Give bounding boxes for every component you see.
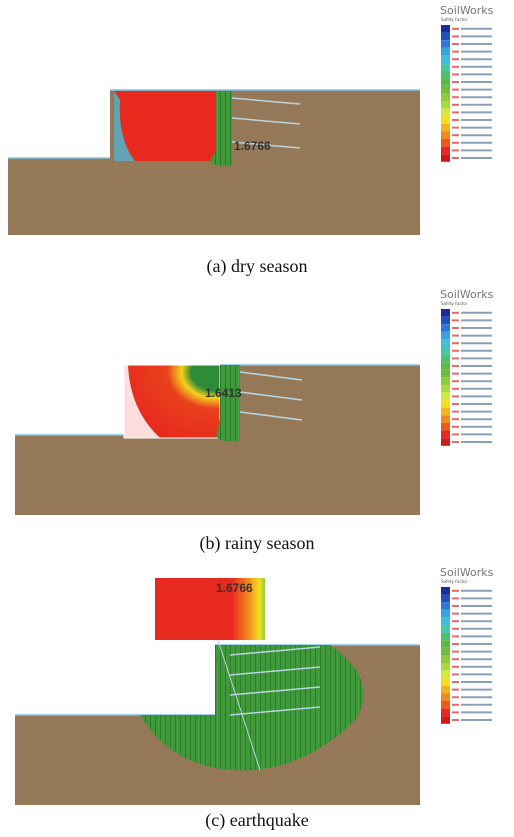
caption: (a) dry season	[207, 256, 308, 277]
legend-swatch	[441, 101, 450, 109]
legend-swatch	[441, 131, 450, 139]
legend-swatch	[441, 595, 450, 603]
figure: 1.6766SoilWorksSafety Factor(a) dry seas…	[0, 0, 514, 837]
legend-swatch	[441, 55, 450, 63]
legend-swatch	[441, 610, 450, 618]
legend-swatch	[441, 93, 450, 101]
legend-swatch	[441, 355, 450, 363]
legend-swatch	[441, 109, 450, 117]
legend-swatch	[441, 78, 450, 86]
legend-swatch	[441, 633, 450, 641]
legend-swatch	[441, 408, 450, 416]
brand-label: SoilWorks	[440, 4, 494, 17]
legend-swatch	[441, 71, 450, 79]
legend-title: Safety Factor	[441, 301, 468, 306]
legend-swatch	[441, 317, 450, 325]
brand-label: SoilWorks	[440, 566, 494, 579]
legend-swatch	[441, 339, 450, 347]
legend-swatch	[441, 617, 450, 625]
safety-factor: 1.6413	[205, 386, 242, 400]
legend-swatch	[441, 147, 450, 155]
legend-swatch	[441, 33, 450, 41]
legend-swatch	[441, 385, 450, 393]
legend-title: Safety Factor	[441, 579, 468, 584]
legend-swatch	[441, 40, 450, 48]
legend-swatch	[441, 709, 450, 717]
legend-swatch	[441, 693, 450, 701]
legend-swatch	[441, 602, 450, 610]
legend-swatch	[441, 423, 450, 431]
legend-swatch	[441, 438, 450, 446]
failure-block	[114, 91, 216, 161]
legend-swatch	[441, 716, 450, 724]
legend-swatch	[441, 678, 450, 686]
legend-swatch	[441, 663, 450, 671]
legend-swatch	[441, 686, 450, 694]
legend-swatch	[441, 640, 450, 648]
legend-swatch	[441, 370, 450, 378]
legend-swatch	[441, 415, 450, 423]
legend-swatch	[441, 48, 450, 56]
legend-swatch	[441, 309, 450, 317]
legend-swatch	[441, 400, 450, 408]
legend-swatch	[441, 154, 450, 162]
legend-swatch	[441, 377, 450, 385]
caption: (c) earthquake	[205, 810, 308, 831]
safety-factor: 1.6766	[216, 581, 253, 595]
legend-swatch	[441, 393, 450, 401]
legend-swatch	[441, 324, 450, 332]
legend-swatch	[441, 655, 450, 663]
legend-swatch	[441, 671, 450, 679]
page: {"panels": [ {"brand": "SoilWorks", "leg…	[0, 0, 514, 837]
caption: (b) rainy season	[200, 533, 315, 554]
legend-swatch	[441, 431, 450, 439]
legend-swatch	[441, 587, 450, 595]
legend-swatch	[441, 86, 450, 94]
legend-swatch	[441, 25, 450, 33]
legend-swatch	[441, 701, 450, 709]
legend-swatch	[441, 63, 450, 71]
legend-swatch	[441, 362, 450, 370]
legend-swatch	[441, 648, 450, 656]
legend-swatch	[441, 116, 450, 124]
legend-swatch	[441, 625, 450, 633]
safety-factor: 1.6766	[234, 139, 271, 153]
brand-label: SoilWorks	[440, 288, 494, 301]
legend-swatch	[441, 332, 450, 340]
legend-swatch	[441, 139, 450, 147]
legend-swatch	[441, 347, 450, 355]
legend-title: Safety Factor	[441, 17, 468, 22]
legend-swatch	[441, 124, 450, 132]
